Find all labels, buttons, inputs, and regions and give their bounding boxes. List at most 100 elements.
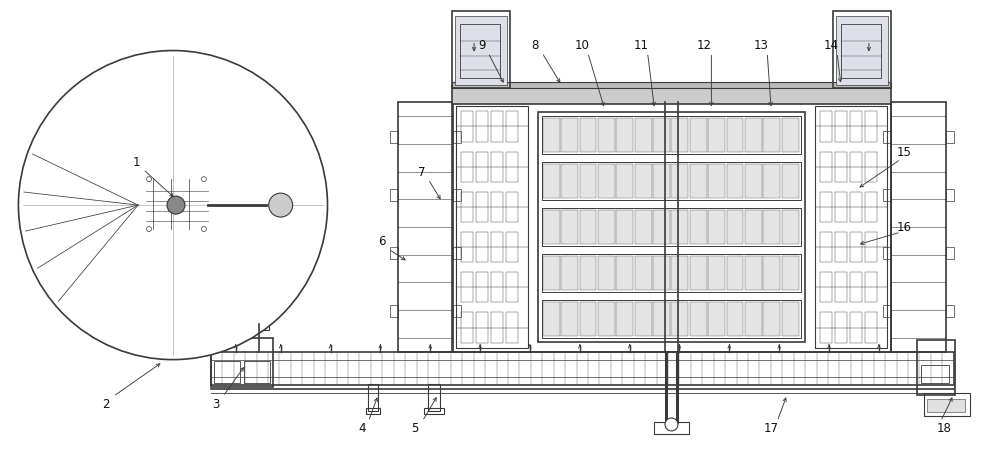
- Bar: [561, 164, 578, 198]
- Bar: [543, 164, 560, 198]
- Bar: [476, 192, 488, 222]
- Bar: [398, 102, 453, 352]
- Bar: [491, 272, 503, 303]
- Bar: [745, 256, 762, 290]
- Bar: [865, 192, 877, 222]
- Bar: [835, 272, 847, 303]
- Bar: [745, 210, 762, 244]
- Bar: [815, 106, 887, 347]
- Bar: [366, 409, 380, 414]
- Bar: [491, 232, 503, 262]
- Bar: [476, 152, 488, 182]
- Bar: [461, 232, 473, 262]
- Bar: [921, 365, 949, 382]
- Text: 12: 12: [697, 39, 712, 52]
- Bar: [452, 83, 891, 88]
- Bar: [455, 16, 507, 85]
- Bar: [580, 210, 596, 244]
- Bar: [820, 192, 832, 222]
- Bar: [616, 118, 633, 152]
- Bar: [835, 232, 847, 262]
- Bar: [671, 210, 688, 244]
- Bar: [883, 247, 891, 259]
- Bar: [506, 111, 518, 142]
- Bar: [461, 312, 473, 343]
- Bar: [841, 24, 881, 78]
- Circle shape: [167, 196, 185, 214]
- Bar: [653, 302, 670, 336]
- Bar: [927, 398, 965, 412]
- Bar: [580, 256, 596, 290]
- Text: 13: 13: [754, 39, 769, 52]
- Bar: [214, 361, 240, 382]
- Bar: [865, 111, 877, 142]
- Bar: [820, 152, 832, 182]
- Bar: [598, 302, 615, 336]
- Bar: [763, 302, 780, 336]
- Bar: [835, 312, 847, 343]
- Bar: [538, 113, 805, 342]
- Bar: [543, 256, 560, 290]
- Bar: [745, 118, 762, 152]
- Bar: [580, 164, 596, 198]
- Bar: [635, 164, 652, 198]
- Bar: [653, 210, 670, 244]
- Circle shape: [147, 177, 152, 182]
- Bar: [820, 272, 832, 303]
- Bar: [506, 152, 518, 182]
- Bar: [946, 305, 954, 317]
- Text: 8: 8: [531, 39, 539, 52]
- Bar: [506, 192, 518, 222]
- Bar: [244, 361, 270, 382]
- Bar: [820, 111, 832, 142]
- Bar: [461, 192, 473, 222]
- Bar: [491, 152, 503, 182]
- Bar: [763, 210, 780, 244]
- Text: 10: 10: [574, 39, 589, 52]
- Bar: [865, 272, 877, 303]
- Bar: [491, 312, 503, 343]
- Bar: [727, 210, 743, 244]
- Bar: [883, 305, 891, 317]
- Text: 11: 11: [634, 39, 649, 52]
- Bar: [835, 152, 847, 182]
- Bar: [580, 118, 596, 152]
- Text: 7: 7: [418, 166, 426, 179]
- Bar: [708, 164, 725, 198]
- Bar: [561, 118, 578, 152]
- Bar: [763, 256, 780, 290]
- Bar: [635, 210, 652, 244]
- Bar: [616, 302, 633, 336]
- Bar: [946, 247, 954, 259]
- Bar: [506, 232, 518, 262]
- Text: 1: 1: [132, 156, 140, 169]
- Bar: [763, 164, 780, 198]
- Bar: [543, 210, 560, 244]
- Bar: [542, 300, 801, 338]
- Bar: [598, 256, 615, 290]
- Bar: [850, 111, 862, 142]
- Bar: [598, 118, 615, 152]
- Bar: [506, 272, 518, 303]
- Bar: [782, 256, 799, 290]
- Bar: [616, 256, 633, 290]
- Bar: [146, 174, 208, 232]
- Bar: [671, 164, 688, 198]
- Bar: [835, 111, 847, 142]
- Bar: [653, 164, 670, 198]
- Bar: [561, 302, 578, 336]
- Bar: [690, 164, 707, 198]
- Text: 15: 15: [896, 146, 911, 159]
- Bar: [635, 118, 652, 152]
- Bar: [542, 208, 801, 246]
- Bar: [850, 272, 862, 303]
- Bar: [833, 11, 891, 88]
- Bar: [690, 256, 707, 290]
- Circle shape: [201, 226, 206, 232]
- Bar: [453, 305, 461, 317]
- Bar: [883, 131, 891, 143]
- Circle shape: [269, 193, 293, 217]
- Bar: [708, 118, 725, 152]
- Bar: [917, 340, 955, 395]
- Bar: [745, 302, 762, 336]
